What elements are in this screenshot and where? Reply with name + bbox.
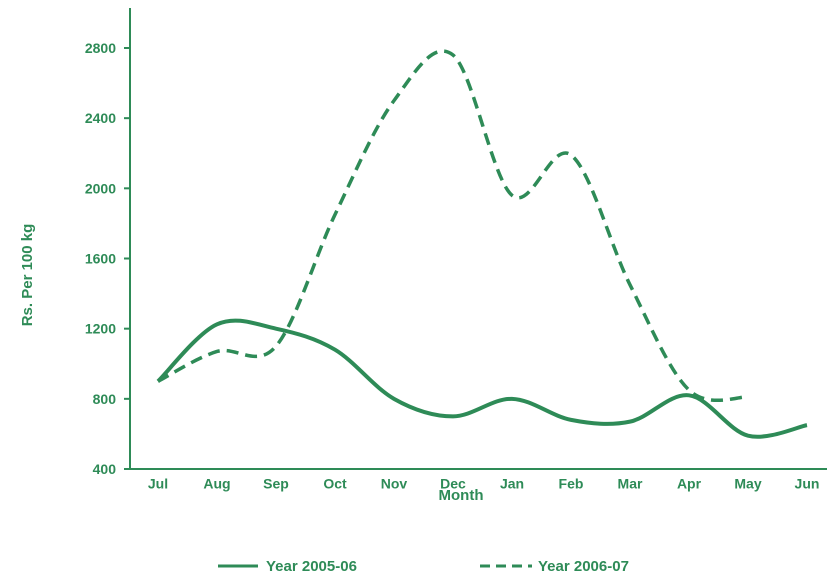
series-line-year-2005-06 <box>156 318 808 439</box>
x-tick-label: Dec <box>440 475 466 491</box>
x-tick-label: Mar <box>618 475 643 491</box>
x-axis-title: Month <box>439 487 484 504</box>
x-tick-label: Nov <box>381 475 408 491</box>
x-tick-label: Sep <box>263 475 289 491</box>
y-tick-label: 2800 <box>85 40 116 56</box>
legend: Year 2005-06 Year 2006-07 <box>218 558 629 575</box>
x-tick-label: Oct <box>323 475 347 491</box>
y-tick-label: 400 <box>93 461 117 477</box>
y-tick-label: 1200 <box>85 321 116 337</box>
legend-label-2006-07: Year 2006-07 <box>538 558 629 575</box>
y-axis-title: Rs. Per 100 kg <box>19 224 36 327</box>
y-axis-ticks: 400 800 1200 1600 2000 2400 2800 <box>85 40 130 477</box>
legend-label-2005-06: Year 2005-06 <box>266 558 357 575</box>
x-tick-label: Apr <box>677 475 702 491</box>
series-line-year-2006-07 <box>157 49 749 403</box>
x-tick-label: May <box>734 475 761 491</box>
x-tick-label: Feb <box>559 475 584 491</box>
y-tick-label: 2400 <box>85 110 116 126</box>
series-layer <box>156 49 808 439</box>
x-tick-label: Aug <box>203 475 230 491</box>
x-axis-ticks: Jul Aug Sep Oct Nov Dec Jan Feb Mar Apr May Jun <box>148 475 820 491</box>
y-tick-label: 1600 <box>85 251 116 267</box>
x-tick-label: Jun <box>795 475 820 491</box>
x-tick-label: Jan <box>500 475 524 491</box>
y-tick-label: 2000 <box>85 180 116 196</box>
y-tick-label: 800 <box>93 391 117 407</box>
x-tick-label: Jul <box>148 475 168 491</box>
